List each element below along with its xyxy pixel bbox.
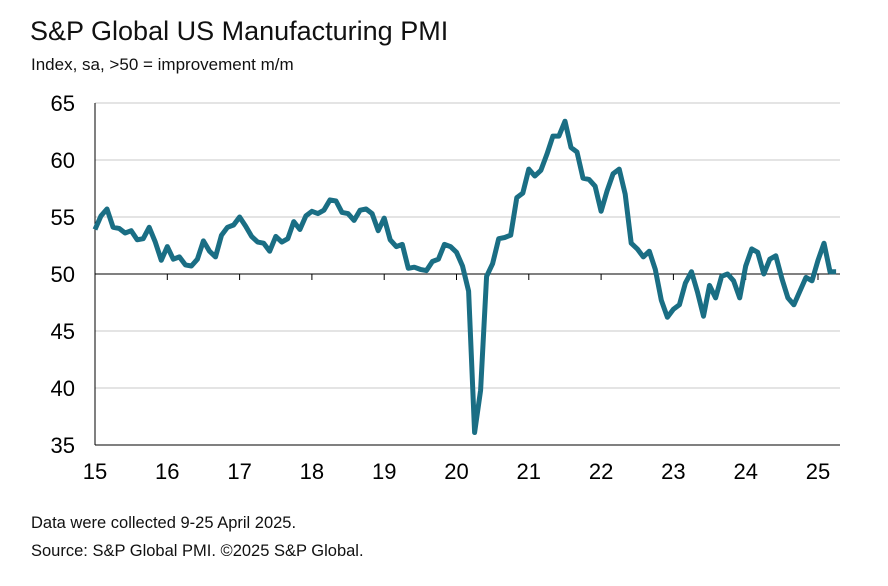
- data-collection-note: Data were collected 9-25 April 2025.: [31, 514, 297, 532]
- source-note: Source: S&P Global PMI. ©2025 S&P Global…: [31, 542, 364, 560]
- y-tick-label-50: 50: [51, 262, 75, 287]
- y-tick-label-65: 65: [51, 91, 75, 116]
- chart-subtitle: Index, sa, >50 = improvement m/m: [31, 55, 294, 74]
- x-tick-labels: 15 16 17 18 19 20 21 22 23 24 25: [83, 459, 830, 484]
- x-tick-label-15: 15: [83, 459, 107, 484]
- x-tick-label-25: 25: [806, 459, 830, 484]
- x-tick-label-19: 19: [372, 459, 396, 484]
- y-tick-label-60: 60: [51, 148, 75, 173]
- series-layer: [92, 118, 837, 435]
- y-tick-label-40: 40: [51, 376, 75, 401]
- x-tick-label-20: 20: [444, 459, 468, 484]
- y-tick-label-45: 45: [51, 319, 75, 344]
- y-tick-labels: 65 60 55 50 45 40 35: [51, 91, 75, 458]
- chart-title: S&P Global US Manufacturing PMI: [30, 16, 449, 46]
- x-tick-label-17: 17: [227, 459, 251, 484]
- x-tick-label-21: 21: [517, 459, 541, 484]
- x-tick-label-16: 16: [155, 459, 179, 484]
- y-tick-label-35: 35: [51, 433, 75, 458]
- x-tick-label-18: 18: [300, 459, 324, 484]
- x-tick-label-22: 22: [589, 459, 613, 484]
- y-tick-label-55: 55: [51, 205, 75, 230]
- x-tick-label-24: 24: [733, 459, 757, 484]
- x-tick-label-23: 23: [661, 459, 685, 484]
- axes: [94, 103, 840, 446]
- pmi-series-line: [92, 118, 837, 435]
